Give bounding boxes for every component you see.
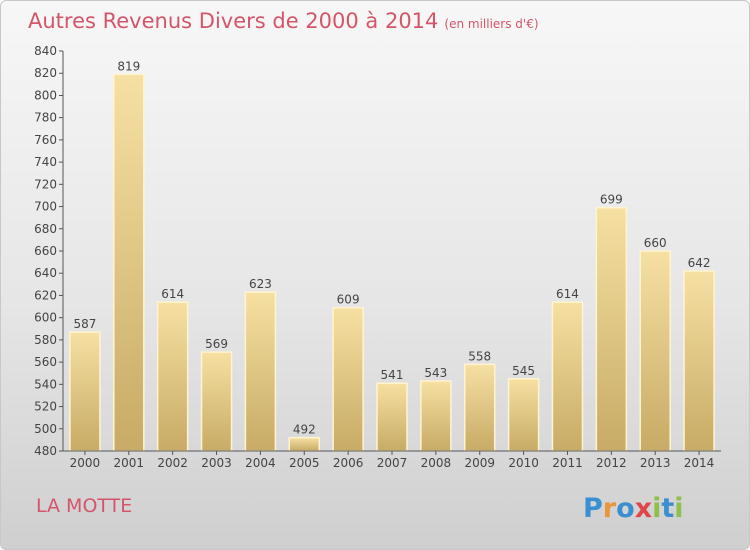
y-tick-label: 820 — [34, 66, 57, 80]
bar-value-label: 587 — [73, 317, 96, 331]
y-tick-label: 580 — [34, 333, 57, 347]
bar-value-label: 623 — [249, 277, 272, 291]
y-tick-label: 720 — [34, 177, 57, 191]
x-tick-label: 2003 — [201, 456, 232, 470]
bar-value-label: 545 — [512, 364, 535, 378]
x-tick-label: 2009 — [464, 456, 495, 470]
bar-value-label: 609 — [337, 293, 360, 307]
town-name: LA MOTTE — [36, 495, 133, 517]
bar-2004 — [244, 291, 277, 452]
y-tick-label: 700 — [34, 200, 57, 214]
bar-value-label: 699 — [600, 193, 623, 207]
x-tick-label: 2005 — [289, 456, 320, 470]
chart-unit: (en milliers d'€) — [444, 17, 539, 31]
bar-2009 — [463, 363, 496, 452]
y-tick-label: 640 — [34, 266, 57, 280]
y-axis: 480 500 520 540 560 580 600 620 640 660 680 700 720 7… — [34, 44, 64, 458]
bar-value-label: 614 — [556, 287, 579, 301]
x-tick-label: 2007 — [377, 456, 408, 470]
bar-2014 — [683, 270, 715, 452]
bar-2012 — [595, 206, 628, 452]
bar-2005 — [288, 436, 321, 452]
x-tick-label: 2002 — [157, 456, 188, 470]
bar-2003 — [200, 351, 233, 452]
y-tick-label: 660 — [34, 244, 57, 258]
y-tick-label: 600 — [34, 311, 57, 325]
bar-value-label: 569 — [205, 337, 228, 351]
y-tick-label: 680 — [34, 222, 57, 236]
x-tick-label: 2008 — [421, 456, 452, 470]
y-tick-label: 740 — [34, 155, 57, 169]
y-tick-label: 760 — [34, 133, 57, 147]
bar-value-label: 543 — [424, 366, 447, 380]
bar-2013 — [639, 250, 671, 452]
y-tick-label: 840 — [34, 44, 57, 58]
bar-value-label: 492 — [293, 423, 316, 437]
y-tick-label: 780 — [34, 111, 57, 125]
x-tick-label: 2014 — [684, 456, 715, 470]
chart-title: Autres Revenus Divers de 2000 à 2014 — [28, 9, 439, 33]
x-tick-label: 2011 — [552, 456, 583, 470]
bar-value-label: 541 — [381, 368, 404, 382]
bars: 587 819 614 569 623 492 609 541 543 558 545 614 699 6… — [69, 59, 715, 452]
bar-2008 — [420, 380, 452, 452]
bar-value-label: 660 — [644, 236, 667, 250]
svg-text:Proxiti: Proxiti — [583, 493, 684, 524]
x-tick-label: 2000 — [70, 456, 101, 470]
bar-2006 — [332, 306, 364, 452]
y-tick-label: 520 — [34, 400, 57, 414]
bar-2000 — [69, 331, 101, 452]
proxiti-logo: Proxiti — [583, 489, 693, 531]
bar-2010 — [507, 378, 540, 452]
x-tick-label: 2001 — [114, 456, 145, 470]
x-tick-label: 2013 — [640, 456, 671, 470]
x-tick-label: 2010 — [508, 456, 539, 470]
x-tick-label: 2004 — [245, 456, 276, 470]
y-tick-label: 620 — [34, 288, 57, 302]
x-tick-label: 2012 — [596, 456, 627, 470]
x-tick-label: 2006 — [333, 456, 364, 470]
y-tick-label: 800 — [34, 88, 57, 102]
bar-value-label: 614 — [161, 287, 184, 301]
x-axis: 2000 2001 2002 2003 2004 2005 2006 2007 2008 2009… — [63, 450, 721, 470]
chart-title-block: Autres Revenus Divers de 2000 à 2014 (en … — [28, 9, 539, 33]
bar-value-label: 819 — [117, 59, 140, 73]
y-tick-label: 560 — [34, 355, 57, 369]
bar-value-label: 642 — [688, 256, 711, 270]
bar-2001 — [113, 73, 145, 452]
y-tick-label: 480 — [34, 444, 57, 458]
y-tick-label: 540 — [34, 377, 57, 391]
y-tick-label: 500 — [34, 422, 57, 436]
bar-2011 — [551, 301, 584, 452]
bar-value-label: 558 — [468, 349, 491, 363]
bar-2007 — [376, 382, 408, 452]
bar-2002 — [156, 301, 189, 452]
